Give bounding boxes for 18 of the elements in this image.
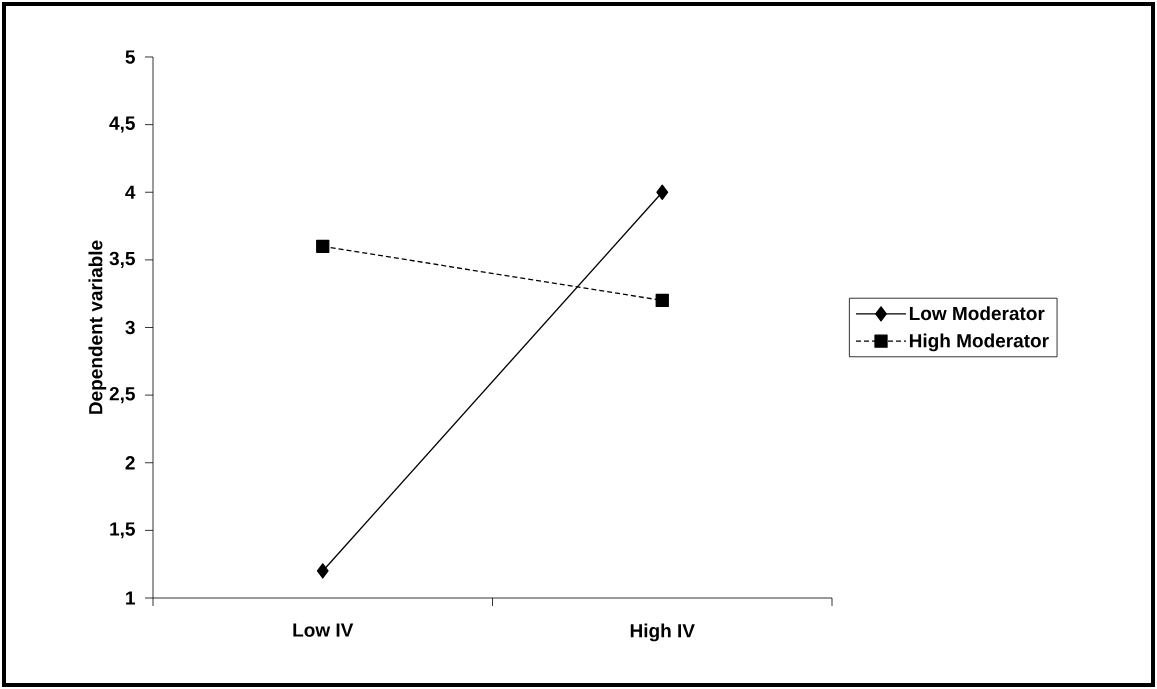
point (316, 239, 330, 253)
legend-label: High Moderator (909, 333, 1049, 352)
y-tick-label: 5 (125, 50, 135, 64)
legend-label: Low Moderator (909, 306, 1045, 321)
y-tick-label: 4,5 (109, 116, 135, 133)
point (656, 184, 669, 200)
y-tick-label: 2,5 (109, 387, 135, 404)
y-tick-label: 1 (126, 591, 135, 605)
x-tick-label: High IV (630, 623, 695, 642)
y-tick-label: 1,5 (110, 522, 135, 539)
y-tick-label: 3 (125, 320, 135, 335)
point (316, 563, 329, 579)
y-tick-label: 3,5 (109, 251, 135, 268)
x-tick-label: Low IV (293, 623, 354, 637)
y-axis-title: Dependent variable (88, 240, 107, 414)
y-tick-label: 4 (125, 185, 136, 199)
y-tick-label: 2 (125, 456, 135, 470)
point (655, 293, 669, 308)
